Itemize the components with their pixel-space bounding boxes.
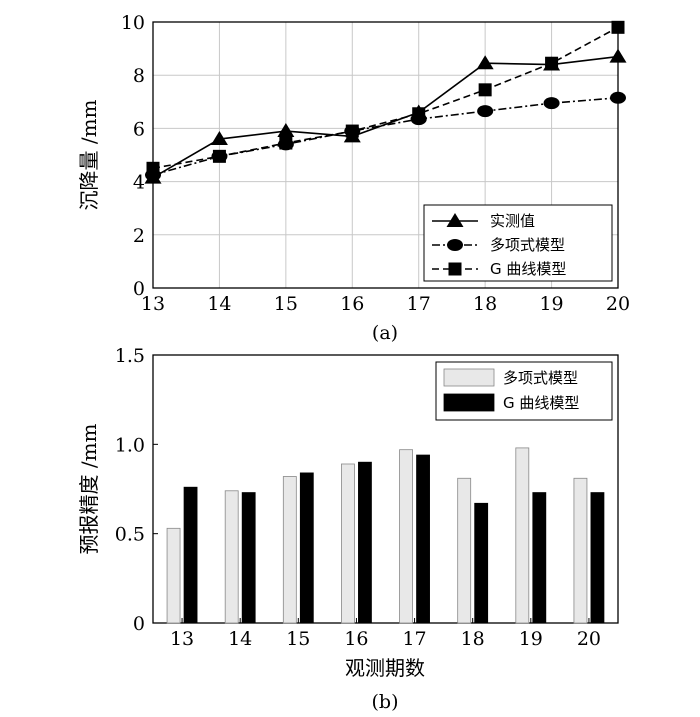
line-series bbox=[144, 20, 627, 184]
bar-g-curve bbox=[416, 454, 430, 624]
bar-g-curve bbox=[532, 492, 547, 624]
data-point-square bbox=[545, 56, 559, 70]
bar-series bbox=[166, 447, 605, 624]
bar-g-curve bbox=[358, 461, 372, 624]
legend-b: 多项式模型 G 曲线模型 bbox=[435, 361, 613, 421]
y-axis-title-a: 沉降量 /mm bbox=[77, 99, 101, 210]
x-tick-label-a: 20 bbox=[606, 293, 630, 315]
data-point-square bbox=[478, 83, 492, 97]
legend-label: G 曲线模型 bbox=[503, 394, 579, 412]
bar-polynomial bbox=[457, 477, 472, 624]
x-tick-label-b: 18 bbox=[461, 628, 485, 650]
bar-g-curve bbox=[299, 472, 314, 624]
bar-g-curve bbox=[590, 492, 605, 624]
x-tick-label-a: 19 bbox=[539, 293, 563, 315]
y-tick-label-a: 10 bbox=[121, 12, 145, 34]
x-tick-label-a: 18 bbox=[473, 293, 497, 315]
data-point-triangle bbox=[210, 131, 228, 146]
bar-g-curve bbox=[474, 502, 489, 624]
y-tick-label-a: 6 bbox=[133, 118, 145, 140]
legend-label: G 曲线模型 bbox=[490, 260, 566, 278]
legend-label: 多项式模型 bbox=[490, 236, 565, 254]
data-point-triangle bbox=[277, 123, 295, 138]
x-tick-label-b: 13 bbox=[170, 628, 194, 650]
data-point-circle bbox=[610, 91, 626, 104]
legend-marker-circle bbox=[447, 239, 463, 251]
bar-polynomial bbox=[341, 463, 355, 624]
x-tick-label-a: 13 bbox=[141, 293, 165, 315]
bar-polynomial bbox=[166, 527, 181, 624]
settlement-line-chart: 13 14 15 16 17 18 19 20 0 2 4 6 8 10 沉降量 /mm (a) 实测值多… bbox=[77, 12, 630, 344]
x-tick-label-b: 16 bbox=[344, 628, 368, 650]
legend-swatch bbox=[443, 368, 495, 387]
data-point-square bbox=[611, 20, 625, 34]
series-line bbox=[152, 55, 619, 179]
data-point-square bbox=[345, 124, 359, 138]
bar-polynomial bbox=[515, 447, 530, 624]
y-tick-label-a: 4 bbox=[133, 172, 145, 194]
axis-ticks-a: 13 14 15 16 17 18 19 20 0 2 4 6 8 10 bbox=[121, 12, 630, 315]
x-tick-label-b: 19 bbox=[519, 628, 543, 650]
axis-ticks-b: 13 14 15 16 17 18 19 20 0 0.5 1.0 1.5 bbox=[115, 345, 601, 650]
y-tick-label-a: 2 bbox=[133, 225, 145, 247]
y-tick-label-a: 8 bbox=[133, 65, 145, 87]
y-tick-label-b: 0 bbox=[133, 613, 145, 635]
y-axis-title-b: 预报精度 /mm bbox=[77, 423, 101, 554]
data-point-square bbox=[212, 149, 226, 163]
data-point-circle bbox=[477, 105, 494, 118]
data-point-square bbox=[146, 161, 160, 175]
y-tick-label-b: 1.5 bbox=[115, 345, 145, 367]
series-line bbox=[152, 97, 619, 176]
data-point-circle bbox=[543, 97, 560, 110]
x-tick-label-a: 14 bbox=[207, 293, 231, 315]
bar-polynomial bbox=[224, 490, 239, 624]
plot-frame-b bbox=[152, 354, 619, 624]
panel-label-a: (a) bbox=[372, 322, 398, 344]
bar-polynomial bbox=[573, 477, 588, 624]
bar-polynomial bbox=[282, 476, 297, 624]
series-line bbox=[152, 26, 619, 170]
data-point-square bbox=[279, 136, 293, 150]
legend-swatch bbox=[443, 393, 495, 412]
legend-marker-triangle bbox=[446, 213, 464, 227]
y-tick-label-a: 0 bbox=[133, 278, 145, 300]
y-tick-label-b: 0.5 bbox=[115, 524, 145, 546]
legend-label: 实测值 bbox=[490, 212, 535, 230]
legend-label: 多项式模型 bbox=[503, 369, 578, 387]
accuracy-bar-chart: 13 14 15 16 17 18 19 20 0 0.5 1.0 1.5 预报精度 /mm 观测期数… bbox=[77, 345, 619, 713]
x-tick-label-a: 17 bbox=[407, 293, 431, 315]
data-point-square bbox=[412, 107, 426, 121]
bar-polynomial bbox=[399, 449, 413, 624]
x-tick-label-a: 15 bbox=[274, 293, 298, 315]
bar-g-curve bbox=[183, 486, 198, 624]
x-tick-label-b: 17 bbox=[402, 628, 426, 650]
x-tick-label-a: 16 bbox=[340, 293, 364, 315]
x-tick-label-b: 15 bbox=[286, 628, 310, 650]
data-point-triangle bbox=[476, 55, 494, 70]
x-tick-label-b: 20 bbox=[577, 628, 601, 650]
y-tick-label-b: 1.0 bbox=[115, 434, 145, 456]
plot-frame-a bbox=[152, 21, 619, 289]
x-axis-title-b: 观测期数 bbox=[345, 656, 425, 680]
data-point-triangle bbox=[609, 48, 627, 63]
panel-label-b: (b) bbox=[372, 691, 399, 713]
x-tick-label-b: 14 bbox=[228, 628, 252, 650]
bar-g-curve bbox=[241, 492, 256, 624]
legend-marker-square bbox=[448, 262, 462, 276]
